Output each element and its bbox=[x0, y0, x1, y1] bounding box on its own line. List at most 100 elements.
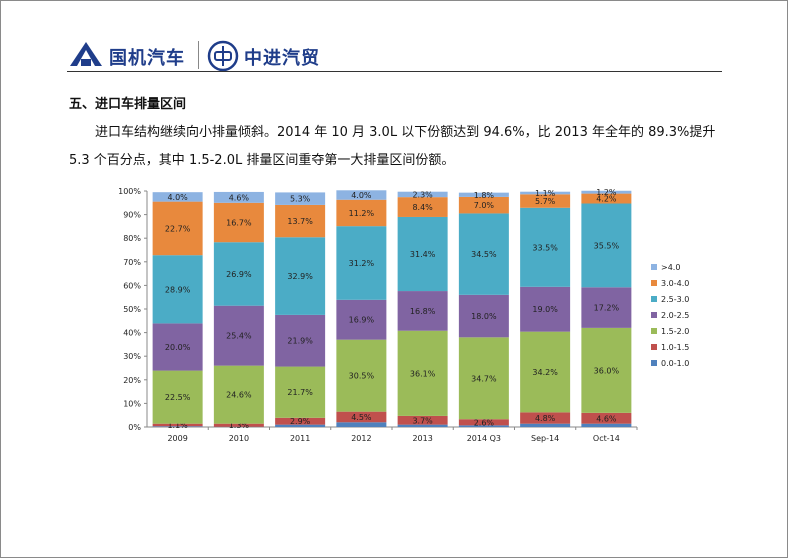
bar-segment bbox=[581, 423, 632, 427]
legend-swatch bbox=[651, 280, 657, 286]
data-label: 11.2% bbox=[349, 209, 375, 218]
bar-segment bbox=[213, 423, 264, 427]
bar-segment bbox=[213, 365, 264, 424]
data-label: 36.1% bbox=[410, 369, 436, 378]
data-label: 19.0% bbox=[532, 305, 558, 314]
bar-segment bbox=[275, 204, 326, 238]
data-label: 4.6% bbox=[596, 414, 617, 423]
y-tick-label: 100% bbox=[118, 187, 141, 196]
data-label: 31.4% bbox=[410, 250, 436, 259]
data-label: 33.5% bbox=[532, 243, 558, 252]
data-label: 25.4% bbox=[226, 332, 252, 341]
bar-segment bbox=[458, 337, 509, 420]
x-tick-label: 2012 bbox=[351, 434, 371, 443]
bar-segment bbox=[336, 190, 387, 200]
x-tick-label: 2009 bbox=[167, 434, 187, 443]
legend-label: 1.5-2.0 bbox=[661, 327, 689, 336]
data-label: 21.7% bbox=[287, 388, 313, 397]
bar-segment bbox=[336, 199, 387, 227]
data-label: 5.7% bbox=[535, 197, 556, 206]
cnietc-logo-icon bbox=[207, 40, 239, 72]
legend-label: 1.0-1.5 bbox=[661, 343, 689, 352]
bar-segment bbox=[275, 192, 326, 205]
data-label: 17.2% bbox=[594, 304, 620, 313]
data-label: 22.7% bbox=[165, 224, 191, 233]
bar-segment bbox=[152, 323, 203, 371]
x-tick-label: 2013 bbox=[412, 434, 432, 443]
bar-segment bbox=[152, 201, 203, 256]
bar-segment bbox=[336, 411, 387, 423]
data-label: 4.0% bbox=[351, 191, 372, 200]
data-label: 1.1% bbox=[167, 421, 188, 430]
data-label: 1.1% bbox=[535, 189, 556, 198]
x-tick-label: Sep-14 bbox=[531, 434, 559, 443]
bar-segment bbox=[397, 216, 448, 292]
data-label: 1.8% bbox=[474, 191, 495, 200]
y-tick-label: 0% bbox=[128, 423, 141, 432]
bar-segment bbox=[275, 237, 326, 315]
data-label: 4.2% bbox=[596, 195, 617, 204]
bar-segment bbox=[520, 194, 571, 208]
bar-segment bbox=[581, 193, 632, 204]
legend-label: >4.0 bbox=[661, 263, 680, 272]
bar-segment bbox=[152, 192, 203, 202]
data-label: 4.6% bbox=[229, 193, 250, 202]
stacked-bar-chart: 0% 10% 20% 30% 40% 50% 60% 70% 80% 90% 100% 1.1% 22.… bbox=[118, 187, 689, 443]
x-tick-label: 2010 bbox=[229, 434, 249, 443]
bar-segment bbox=[458, 196, 509, 214]
data-label: 4.8% bbox=[535, 414, 556, 423]
data-label: 36.0% bbox=[594, 366, 620, 375]
bar-segment bbox=[581, 287, 632, 328]
bar-segment bbox=[581, 412, 632, 424]
legend-swatch bbox=[651, 344, 657, 350]
data-label: 34.7% bbox=[471, 374, 497, 383]
data-label: 1.2% bbox=[596, 188, 617, 197]
y-tick-label: 90% bbox=[123, 211, 141, 220]
x-tick-label: 2011 bbox=[290, 434, 310, 443]
legend-label: 3.0-4.0 bbox=[661, 279, 689, 288]
y-tick-label: 20% bbox=[123, 376, 141, 385]
data-label: 8.4% bbox=[412, 203, 433, 212]
bar-segment bbox=[458, 294, 509, 338]
y-tick-label: 70% bbox=[123, 258, 141, 267]
bar-segment bbox=[520, 286, 571, 332]
bar-segment bbox=[152, 426, 203, 427]
data-label: 35.5% bbox=[594, 241, 620, 250]
bar-segment bbox=[397, 415, 448, 425]
bar-segment bbox=[336, 299, 387, 340]
bar-segment bbox=[397, 291, 448, 331]
section-paragraph: 进口车结构继续向小排量倾斜。2014 年 10 月 3.0L 以下份额达到 94… bbox=[69, 125, 716, 168]
data-label: 2.3% bbox=[412, 190, 433, 199]
data-label: 4.5% bbox=[351, 413, 372, 422]
bar-segment bbox=[336, 339, 387, 412]
bar-segment bbox=[152, 255, 203, 324]
data-label: 3.7% bbox=[412, 416, 433, 425]
data-label: 32.9% bbox=[287, 272, 313, 281]
y-tick-label: 60% bbox=[123, 281, 141, 290]
legend-swatch bbox=[651, 312, 657, 318]
header-rule bbox=[67, 71, 722, 72]
bar-segment bbox=[213, 202, 264, 243]
bar-segment bbox=[581, 327, 632, 413]
bar-segment bbox=[336, 226, 387, 300]
data-label: 4.0% bbox=[167, 193, 188, 202]
section-title: 五、进口车排量区间 bbox=[69, 97, 187, 112]
data-label: 34.2% bbox=[532, 368, 558, 377]
legend-label: 2.5-3.0 bbox=[661, 295, 689, 304]
legend-swatch bbox=[651, 328, 657, 334]
bar-segment bbox=[520, 412, 571, 424]
data-label: 16.8% bbox=[410, 307, 436, 316]
y-tick-label: 40% bbox=[123, 329, 141, 338]
y-tick-label: 50% bbox=[123, 305, 141, 314]
data-label: 26.9% bbox=[226, 270, 252, 279]
legend-label: 0.0-1.0 bbox=[661, 359, 689, 368]
data-label: 2.9% bbox=[290, 417, 311, 426]
bar-segment bbox=[275, 424, 326, 427]
bar-segment bbox=[520, 191, 571, 195]
legend-swatch bbox=[651, 360, 657, 366]
data-label: 18.0% bbox=[471, 312, 497, 321]
data-label: 2.6% bbox=[474, 418, 495, 427]
data-label: 20.0% bbox=[165, 343, 191, 352]
data-label: 16.9% bbox=[349, 316, 375, 325]
